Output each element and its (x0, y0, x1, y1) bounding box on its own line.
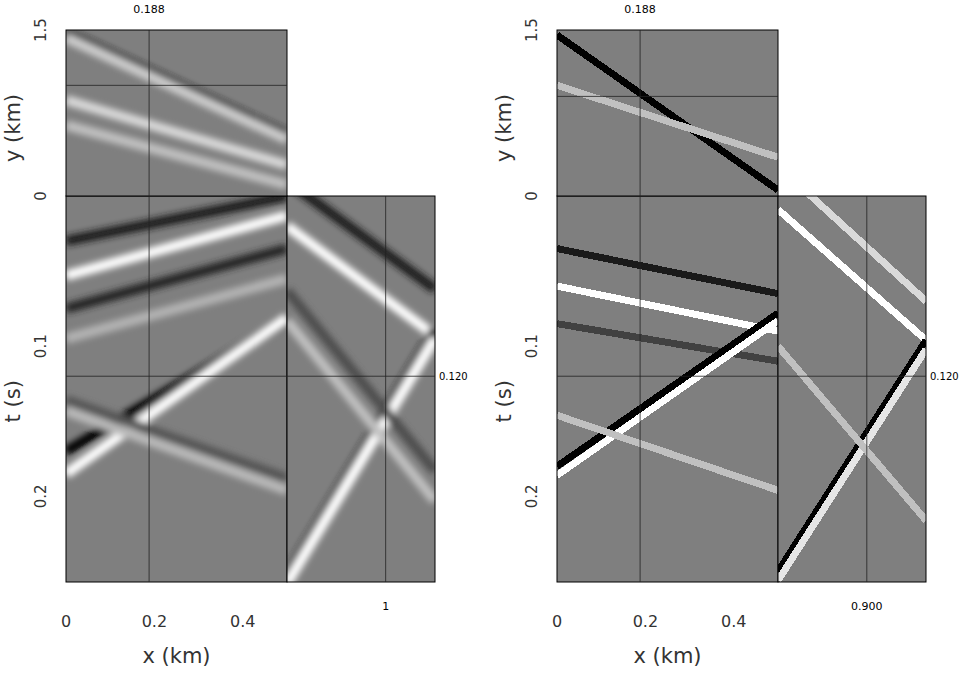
face-ground (778, 196, 926, 582)
slice-line (557, 376, 926, 377)
event (557, 415, 778, 490)
slice-label: 0.188 (624, 3, 656, 16)
face-frame (287, 196, 435, 582)
slice-label: 0.120 (930, 371, 959, 382)
slice-label: 1 (382, 600, 389, 613)
slice-line (149, 30, 150, 582)
panel (66, 30, 435, 584)
top-face (557, 30, 778, 196)
face-ground (287, 196, 435, 582)
x-tick-label: 0.2 (142, 612, 167, 631)
event (66, 400, 287, 478)
face-ground (557, 30, 778, 196)
event (287, 321, 435, 501)
panel (557, 30, 926, 582)
event (778, 346, 926, 520)
slice-line (66, 85, 287, 86)
face-ground (66, 196, 287, 582)
slice-label: 0.120 (439, 371, 468, 382)
event (778, 196, 926, 301)
y-tick-label: 1.5 (523, 18, 541, 42)
y-tick-label: 0 (32, 191, 50, 201)
side-face (287, 196, 435, 582)
t-axis-title: t (s) (492, 380, 516, 422)
event (287, 291, 435, 471)
face-frame (66, 30, 287, 196)
event (778, 340, 926, 571)
event (557, 313, 778, 466)
events (66, 196, 287, 490)
slice-label: 0.900 (851, 600, 883, 613)
face-frame (66, 196, 287, 582)
events (66, 33, 287, 185)
event (66, 411, 287, 491)
x-axis-title: x (km) (633, 644, 701, 668)
y-tick-label: 1.5 (32, 18, 50, 42)
event (66, 216, 287, 276)
x-axis-title: x (km) (142, 644, 210, 668)
face-frame (557, 196, 778, 582)
x-tick-label: 0.4 (230, 612, 255, 631)
event (66, 249, 287, 309)
events (287, 196, 435, 582)
slice-line (640, 30, 641, 582)
front-face (66, 196, 287, 582)
events (778, 196, 926, 580)
top-face (66, 30, 287, 196)
event (66, 196, 287, 241)
y-axis-title: y (km) (492, 94, 516, 162)
event (778, 349, 926, 580)
figure: 0.188 1 0.120 0 0.2 0.4 x (km) 0.1 0.2 t (s) 0 1.5 y… (0, 0, 967, 675)
x-tick-label: 0.2 (633, 612, 658, 631)
face-frame (557, 30, 778, 196)
events (557, 35, 778, 190)
event (557, 35, 778, 190)
t-tick-label: 0.1 (32, 334, 50, 358)
event (66, 125, 287, 185)
x-tick-label: 0 (61, 612, 71, 631)
t-tick-label: 0.2 (32, 484, 50, 508)
event (66, 279, 287, 339)
event (557, 85, 778, 157)
event (557, 286, 778, 331)
slice-label: 0.188 (133, 3, 165, 16)
t-tick-label: 0.2 (523, 484, 541, 508)
face-frame (778, 196, 926, 582)
slice-line (66, 376, 435, 377)
face-ground (66, 30, 287, 196)
event (557, 249, 778, 294)
event (66, 38, 287, 140)
slice-line (385, 196, 386, 582)
y-axis-title: y (km) (1, 94, 25, 162)
x-tick-label: 0.4 (721, 612, 746, 631)
t-tick-label: 0.1 (523, 334, 541, 358)
x-tick-label: 0 (552, 612, 562, 631)
slice-line (557, 96, 778, 97)
t-axis-title: t (s) (1, 380, 25, 422)
side-face (778, 196, 926, 582)
y-tick-label: 0 (523, 191, 541, 201)
face-ground (557, 196, 778, 582)
events (557, 249, 778, 491)
slice-line (866, 196, 867, 582)
front-face (557, 196, 778, 582)
